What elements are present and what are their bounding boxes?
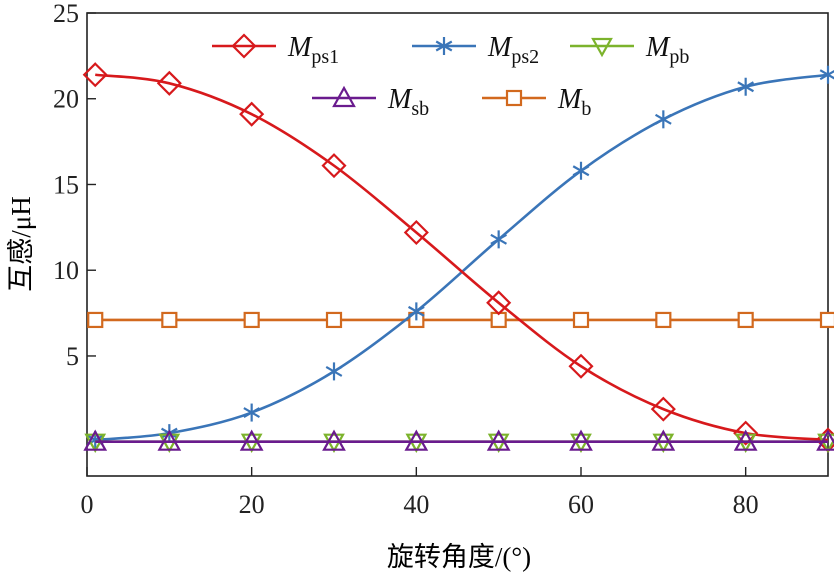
- series-Msb: [83, 429, 834, 451]
- x-tick-label: 40: [403, 490, 429, 519]
- y-axis-label: 互感/μH: [6, 196, 36, 291]
- data-point: [404, 429, 429, 451]
- data-point: [572, 161, 590, 180]
- data-point: [156, 70, 182, 96]
- data-point: [654, 110, 672, 129]
- y-tick-label: 5: [66, 342, 79, 371]
- data-point: [569, 429, 593, 451]
- legend-entry: Mps1: [212, 32, 339, 68]
- data-point: [568, 353, 594, 379]
- data-point: [82, 62, 108, 88]
- series-line: [95, 73, 829, 442]
- data-point: [486, 429, 511, 451]
- data-point: [650, 396, 676, 422]
- y-tick-label: 25: [53, 0, 79, 28]
- legend-entry: Msb: [312, 84, 429, 120]
- data-point: [243, 311, 260, 329]
- data-point: [161, 311, 178, 329]
- data-point: [591, 37, 613, 58]
- series-Mps1: [82, 62, 834, 453]
- data-point: [239, 429, 264, 451]
- data-point: [325, 311, 343, 329]
- data-point: [651, 429, 676, 451]
- legend-label: Mps1: [287, 32, 339, 68]
- data-point: [490, 230, 508, 249]
- legend-entry: Mps2: [412, 32, 539, 68]
- legend-entry: Mb: [482, 84, 591, 120]
- y-tick-label: 15: [53, 170, 79, 199]
- data-point: [321, 153, 347, 179]
- y-tick-label: 10: [53, 256, 79, 285]
- data-point: [157, 429, 182, 451]
- x-axis-label: 旋转角度/(°): [387, 542, 531, 572]
- data-point: [816, 429, 834, 451]
- legend-label: Mps2: [487, 32, 539, 68]
- x-tick-label: 0: [81, 490, 94, 519]
- data-point: [239, 101, 265, 127]
- data-point: [737, 77, 755, 96]
- data-point: [87, 311, 104, 329]
- legend-label: Mpb: [645, 32, 689, 68]
- x-tick-label: 80: [733, 490, 759, 519]
- data-point: [407, 302, 425, 321]
- data-point: [332, 85, 356, 108]
- data-point: [733, 429, 758, 451]
- legend-label: Mb: [557, 84, 591, 120]
- data-point: [243, 403, 261, 422]
- data-point: [83, 429, 108, 451]
- legend-entry: Mpb: [570, 32, 689, 68]
- data-point: [572, 311, 590, 329]
- data-point: [486, 290, 512, 316]
- data-point: [322, 429, 346, 451]
- plot-frame: [86, 12, 829, 477]
- data-point: [733, 420, 759, 446]
- data-point: [435, 37, 453, 55]
- data-point: [403, 219, 429, 246]
- series-Mps2: [86, 65, 834, 449]
- data-point: [819, 311, 834, 329]
- data-point: [655, 311, 672, 329]
- series-Mb: [87, 311, 834, 329]
- data-point: [819, 65, 834, 84]
- data-point: [505, 89, 523, 107]
- y-tick-label: 20: [53, 85, 79, 114]
- data-point: [231, 33, 257, 59]
- series-line: [95, 73, 829, 442]
- data-point: [737, 311, 754, 329]
- x-tick-label: 20: [239, 490, 265, 519]
- legend-label: Msb: [387, 84, 429, 120]
- x-tick-label: 60: [568, 490, 594, 519]
- data-point: [325, 362, 343, 381]
